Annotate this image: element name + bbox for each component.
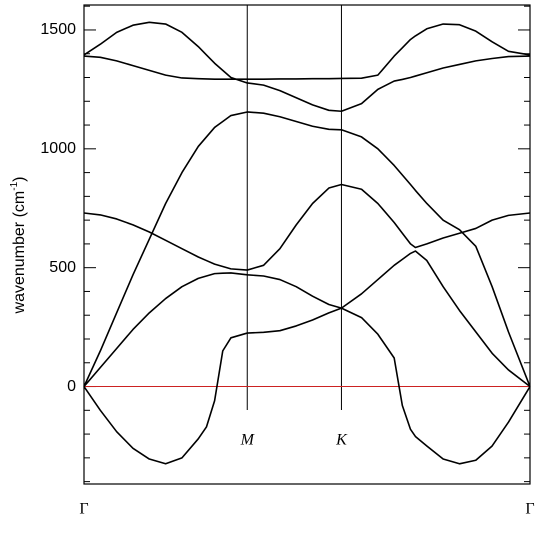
x-tick-label: M (240, 432, 256, 449)
y-tick-label: 0 (67, 378, 76, 395)
dispersion-line (83, 111, 531, 387)
x-tick-label: K (335, 432, 348, 449)
dispersion-line (83, 307, 531, 465)
y-label-superscript: -1 (9, 181, 20, 190)
y-tick-label: 1500 (40, 21, 76, 38)
y-tick-label: 500 (49, 259, 76, 276)
y-label-text: wavenumber (cm (11, 191, 28, 315)
x-tick-label: Γ (525, 501, 534, 518)
x-tick-label: Γ (79, 501, 88, 518)
dispersion-line (83, 23, 531, 80)
dispersion-line (83, 183, 531, 271)
dispersion-line (83, 250, 531, 388)
y-label-suffix: ) (11, 177, 28, 182)
y-axis-label: wavenumber (cm-1) (9, 177, 29, 315)
plot-frame (83, 4, 531, 485)
y-tick-label: 1000 (40, 140, 76, 157)
dispersion-line (83, 21, 531, 113)
